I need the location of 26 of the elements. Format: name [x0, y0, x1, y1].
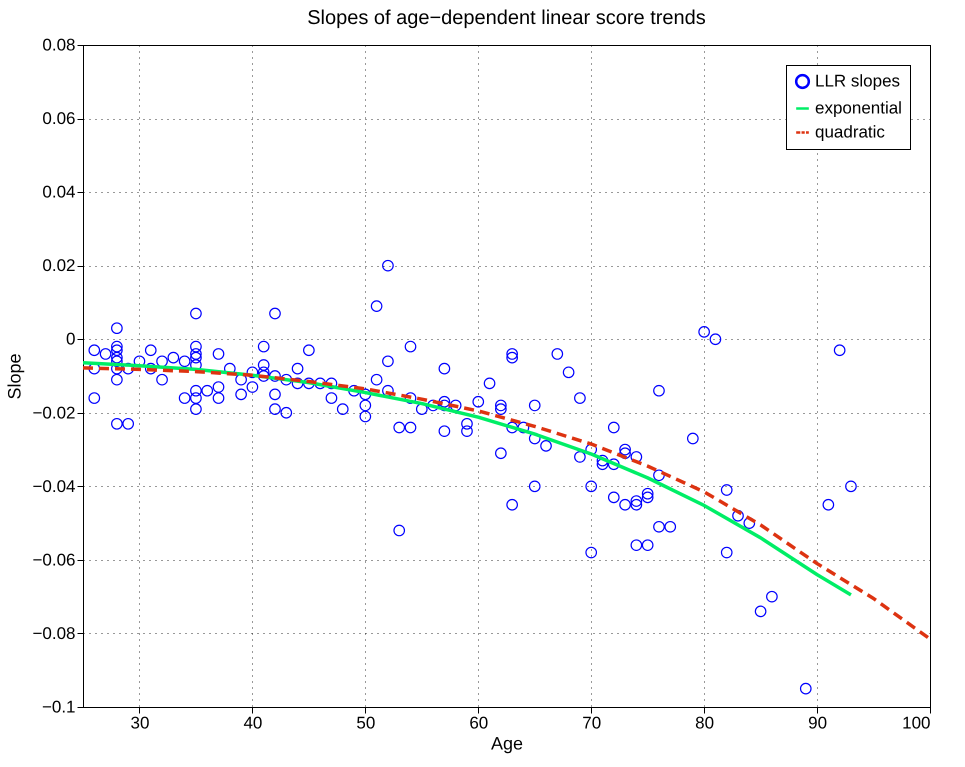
y-tick-label: −0.06: [32, 550, 76, 570]
chart-title: Slopes of age−dependent linear score trends: [307, 7, 706, 29]
y-tick-label: −0.1: [42, 698, 76, 716]
x-tick-label: 30: [130, 714, 150, 732]
x-tick-label: 80: [695, 714, 714, 732]
x-tick-label: 50: [356, 714, 376, 732]
legend-label: LLR slopes: [815, 72, 900, 90]
y-tick-label: 0.06: [42, 109, 76, 128]
x-tick-label: 60: [469, 714, 488, 732]
x-axis-title: Age: [490, 734, 524, 754]
x-tick-label: 70: [582, 714, 602, 732]
line-series: [83, 366, 930, 641]
x-tick-label: 40: [243, 714, 262, 732]
legend-label: exponential: [815, 98, 902, 118]
x-tick-label: 100: [902, 714, 930, 732]
line-series: [83, 361, 853, 597]
y-tick-label: 0.02: [42, 256, 76, 276]
y-tick-label: 0: [66, 330, 76, 349]
y-tick-label: −0.02: [32, 403, 76, 422]
y-axis-title: Slope: [4, 353, 24, 400]
y-tick-label: −0.08: [32, 624, 76, 643]
legend-label: quadratic: [815, 122, 886, 142]
x-tick-label: 90: [808, 714, 828, 732]
y-tick-label: −0.04: [32, 476, 76, 496]
y-tick-label: 0.04: [42, 182, 76, 202]
y-tick-label: 0.08: [42, 36, 76, 54]
